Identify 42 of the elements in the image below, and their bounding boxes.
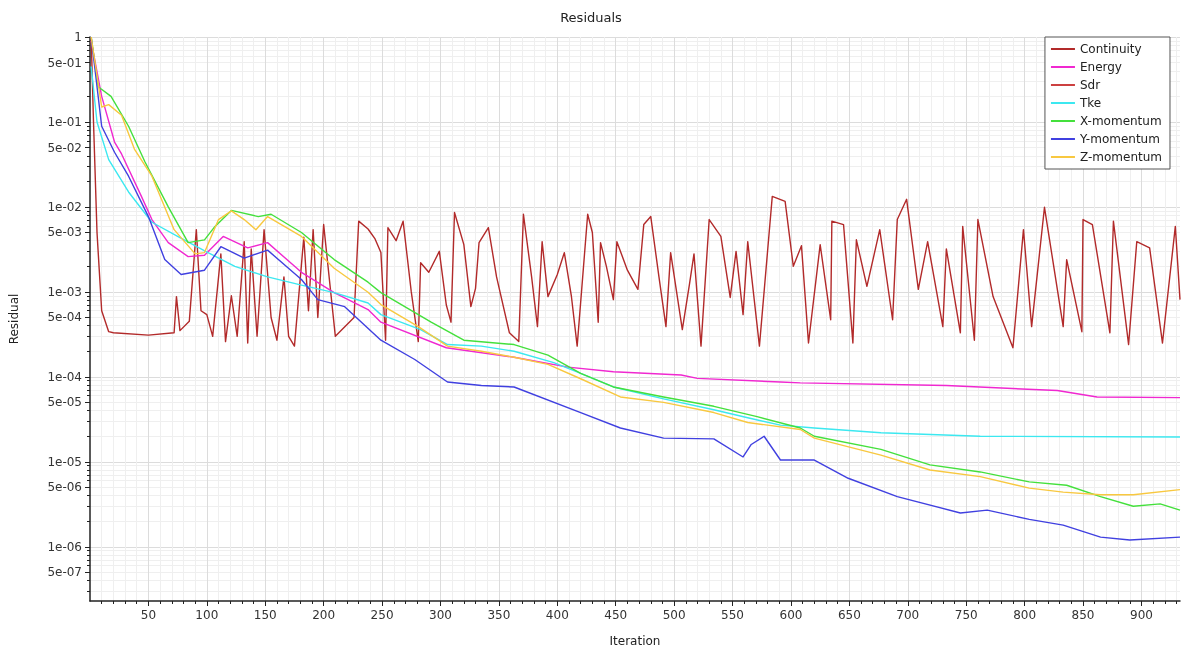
y-tick-label: 5e-04 — [47, 310, 82, 325]
x-tick-label: 200 — [312, 608, 336, 622]
x-tick-label: 100 — [195, 608, 219, 622]
y-tick-label: 1e-05 — [47, 454, 82, 469]
x-tick-label: 800 — [1013, 608, 1037, 622]
y-tick-label: 5e-03 — [47, 225, 82, 240]
x-tick-label: 850 — [1071, 608, 1095, 622]
legend-label: Z-momentum — [1079, 150, 1163, 164]
x-tick-label: 550 — [721, 608, 744, 622]
legend-label: Sdr — [1079, 78, 1101, 92]
legend-label: X-momentum — [1079, 114, 1162, 128]
x-tick-label: 500 — [662, 608, 686, 622]
y-tick-label: 1 — [74, 30, 82, 44]
x-tick-label: 600 — [779, 608, 803, 622]
legend-label: Y-momentum — [1078, 132, 1160, 146]
x-tick-label: 750 — [954, 608, 978, 622]
x-tick-label: 650 — [837, 608, 861, 622]
x-tick-label: 350 — [487, 608, 511, 622]
legend-label: Continuity — [1079, 42, 1142, 56]
y-tick-label: 5e-01 — [47, 55, 82, 70]
y-tick-label: 1e-02 — [47, 199, 82, 214]
x-tick-label: 700 — [896, 608, 920, 622]
chart-title: Residuals — [560, 10, 623, 25]
x-tick-label: 450 — [604, 608, 628, 622]
y-tick-label: 5e-07 — [47, 565, 82, 580]
y-tick-label: 5e-02 — [47, 140, 82, 155]
y-tick-label: 1e-06 — [47, 539, 82, 554]
y-tick-label: 1e-03 — [47, 284, 82, 299]
y-tick-label: 1e-01 — [47, 114, 82, 129]
x-tick-label: 50 — [140, 608, 157, 622]
x-tick-label: 900 — [1129, 608, 1153, 622]
y-tick-label: 1e-04 — [47, 369, 82, 384]
x-tick-label: 250 — [370, 608, 394, 622]
x-tick-label: 150 — [253, 608, 277, 622]
x-tick-label: 300 — [429, 608, 452, 622]
x-tick-label: 400 — [545, 608, 569, 622]
legend-label: Tke — [1078, 96, 1102, 110]
x-axis-title: Iteration — [609, 634, 661, 648]
y-axis-title: Residual — [7, 293, 21, 345]
y-tick-label: 5e-05 — [47, 395, 82, 410]
y-tick-label: 5e-06 — [47, 480, 82, 495]
legend-label: Energy — [1079, 60, 1122, 74]
